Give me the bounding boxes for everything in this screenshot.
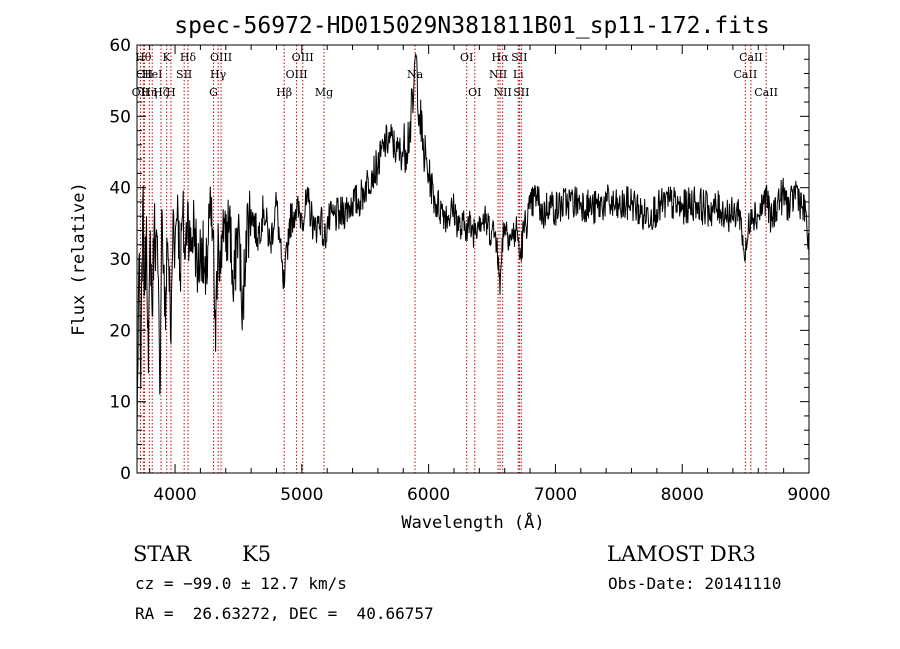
y-tick-label: 20 <box>109 321 131 341</box>
survey-name: LAMOST DR3 <box>607 542 756 566</box>
redshift-cz: cz = −99.0 ± 12.7 km/s <box>135 574 347 593</box>
line-label-23: Li <box>513 68 524 81</box>
y-axis-label: Flux (relative) <box>69 182 89 336</box>
y-tick-label: 50 <box>109 107 131 127</box>
line-label-21: Hα <box>491 51 509 64</box>
line-label-14: OIII <box>286 68 308 81</box>
x-tick-label: 7000 <box>534 485 577 505</box>
line-label-15: OIII <box>292 51 314 64</box>
line-label-20: NII <box>489 68 507 81</box>
spectrum-series-line <box>136 53 810 438</box>
line-label-3: Hη <box>141 86 157 99</box>
x-axis-label: Wavelength (Å) <box>401 511 544 533</box>
line-label-1: Hθ <box>135 51 152 64</box>
line-label-0: OII <box>132 86 150 99</box>
line-label-26: CaII <box>734 68 758 81</box>
x-tick-label: 8000 <box>661 485 704 505</box>
chart-title: spec-56972-HD015029N381811B01_sp11-172.f… <box>174 13 769 39</box>
observation-date: Obs-Date: 20141110 <box>608 574 781 593</box>
line-label-27: CaII <box>739 51 763 64</box>
coordinates: RA = 26.63272, DEC = 40.66757 <box>135 604 434 623</box>
y-axis-ticks: 0 10 20 30 40 50 60 <box>109 36 809 484</box>
line-label-6: K <box>163 51 172 64</box>
line-label-11: Hγ <box>210 68 227 81</box>
x-tick-label: 9000 <box>787 485 830 505</box>
line-label-8: SII <box>176 68 192 81</box>
y-tick-label: 60 <box>109 36 131 56</box>
object-subclass: K5 <box>242 542 271 566</box>
line-label-13: Hβ <box>276 86 292 99</box>
line-label-4: HeI <box>142 68 162 81</box>
line-label-7: H <box>166 86 176 99</box>
x-axis-ticks: 4000 5000 6000 7000 8000 9000 <box>149 45 831 505</box>
line-label-9: Hδ <box>180 51 197 64</box>
y-tick-label: 30 <box>109 250 131 270</box>
line-label-18: OI <box>460 51 473 64</box>
y-tick-label: 10 <box>109 393 131 413</box>
x-tick-label: 4000 <box>153 485 196 505</box>
line-label-19: OI <box>468 86 481 99</box>
x-tick-label: 5000 <box>280 485 323 505</box>
line-label-10: G <box>209 86 218 99</box>
line-label-5: Hζ <box>153 86 169 99</box>
object-class: STAR <box>133 542 192 566</box>
line-label-17: Na <box>407 68 424 81</box>
y-tick-label: 40 <box>109 179 131 199</box>
line-label-28: CaII <box>754 86 778 99</box>
x-tick-label: 6000 <box>407 485 450 505</box>
line-label-16: Mg <box>315 86 333 99</box>
line-label-25: SII <box>513 86 529 99</box>
line-label-24: SII <box>511 51 527 64</box>
y-tick-label: 0 <box>120 464 131 484</box>
line-label-12: OIII <box>210 51 232 64</box>
line-label-22: NII <box>494 86 512 99</box>
